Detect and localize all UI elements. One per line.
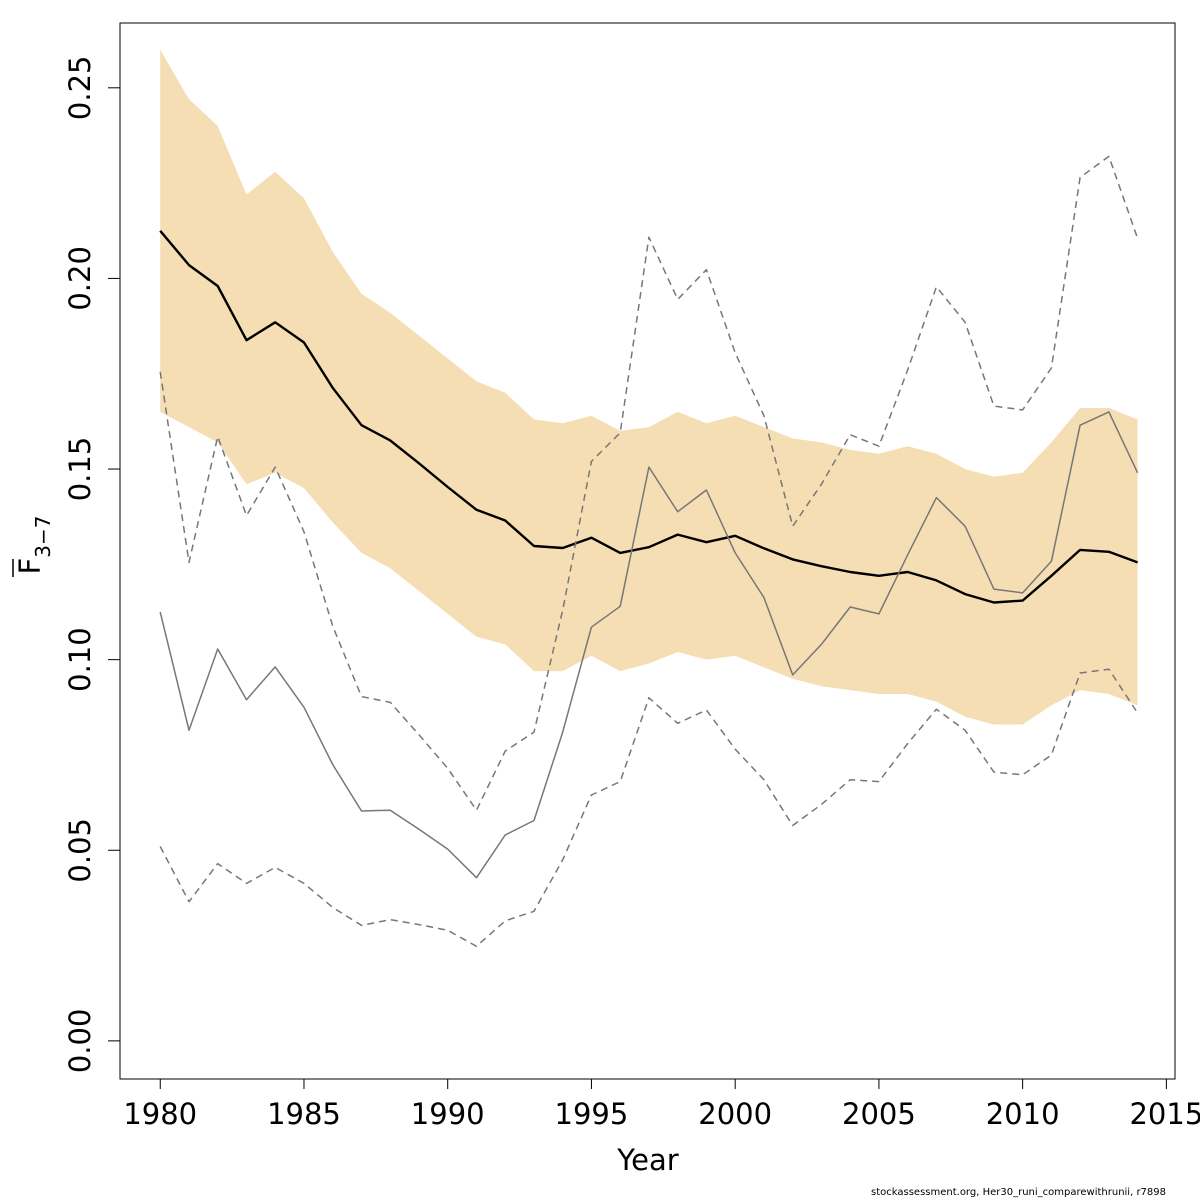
x-tick-label: 2010: [986, 1097, 1060, 1131]
svg-text:F3−7: F3−7: [13, 516, 55, 575]
x-tick-label: 1995: [555, 1097, 629, 1131]
y-tick-label: 0.05: [63, 818, 97, 883]
y-tick-label: 0.15: [63, 437, 97, 502]
y-axis-title: F3−7: [12, 516, 55, 577]
x-tick-label: 2000: [698, 1097, 772, 1131]
y-tick-label: 0.10: [63, 627, 97, 692]
y-axis-title-sub: 3−7: [31, 516, 55, 558]
confidence-band: [160, 49, 1138, 725]
comparison-line: [159, 411, 1139, 879]
x-axis: 1980 1985 1990 1995 2000 2005 2010 2015: [123, 1078, 1200, 1131]
x-tick-label: 1990: [411, 1097, 485, 1131]
x-tick-label: 1985: [267, 1097, 341, 1131]
y-tick-label: 0.00: [63, 1009, 97, 1074]
footer-credit: stockassessment.org, Her30_runi_comparew…: [871, 1187, 1166, 1198]
confidence-band-layer: [160, 49, 1138, 725]
comparison-upper-dashed-line: [159, 155, 1139, 811]
y-axis: 0.00 0.05 0.10 0.15 0.20 0.25: [63, 56, 121, 1074]
x-tick-label: 1980: [123, 1097, 197, 1131]
x-tick-label: 2005: [842, 1097, 916, 1131]
series-layer: [159, 155, 1139, 948]
y-tick-label: 0.25: [63, 56, 97, 121]
comparison-lower-dashed-line: [159, 668, 1139, 948]
x-tick-label: 2015: [1129, 1097, 1200, 1131]
y-tick-label: 0.20: [63, 246, 97, 311]
x-axis-title: Year: [616, 1143, 678, 1177]
y-axis-title-main: F: [13, 558, 47, 575]
estimate-line: [159, 230, 1139, 604]
